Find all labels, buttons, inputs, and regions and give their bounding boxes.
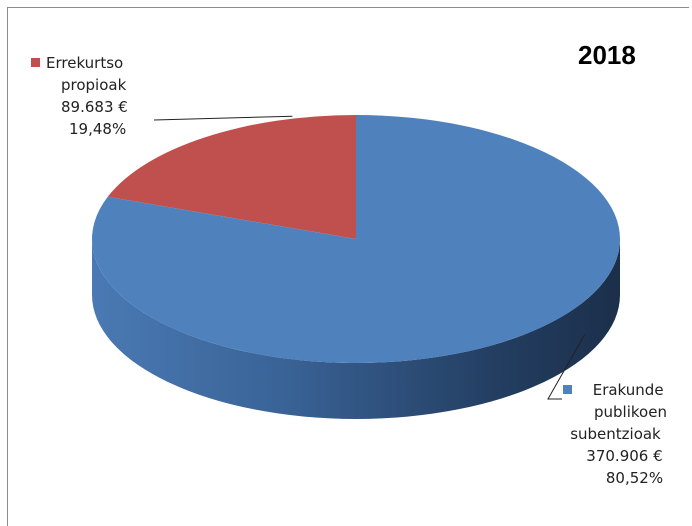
- slice-label-erakunde: Erakunde publikoen subentzioak 370.906 €…: [560, 379, 667, 489]
- slice-value: 370.906 €: [586, 447, 663, 465]
- slice-value: 89.683 €: [61, 98, 128, 116]
- leader-line-erakunde: [547, 334, 586, 400]
- slice-label-line: Errekurtso: [46, 54, 124, 72]
- slice-label-line: publikoen: [594, 403, 667, 421]
- slice-label-line: Erakunde: [592, 381, 664, 399]
- pie-side-wall: [92, 239, 620, 419]
- slice-percent: 19,48%: [69, 120, 127, 138]
- chart-title: 2018: [578, 40, 636, 70]
- legend-swatch-red: [31, 58, 40, 67]
- pie-slice-1: [92, 115, 620, 363]
- slice-label-errekurtso: Errekurtso propioak 89.683 € 19,48%: [31, 52, 128, 140]
- pie-slice-0: [107, 114, 356, 239]
- slice-percent: 80,52%: [605, 469, 664, 487]
- slice-label-line: subentzioak: [570, 425, 661, 443]
- leader-line-errekurtso: [153, 115, 293, 121]
- legend-swatch-blue: [563, 385, 573, 394]
- chart-frame: [7, 7, 689, 526]
- slice-label-line: propioak: [61, 76, 127, 94]
